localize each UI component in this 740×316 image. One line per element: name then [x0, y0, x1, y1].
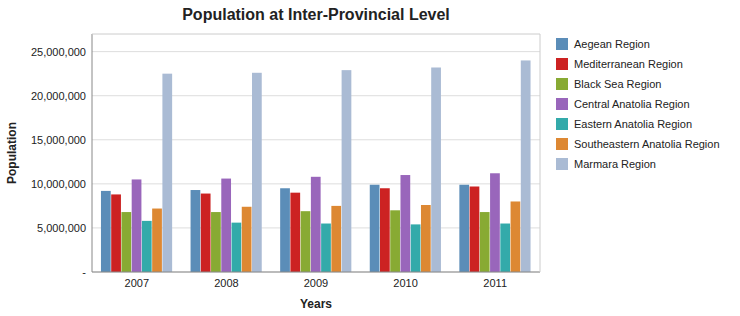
bar: [421, 205, 431, 272]
x-tick-label: 2010: [393, 277, 417, 289]
x-tick-label: 2009: [304, 277, 328, 289]
bar: [301, 211, 311, 272]
x-tick-label: 2008: [214, 277, 238, 289]
y-tick-label: 25,000,000: [31, 46, 86, 58]
bar: [162, 74, 172, 272]
bar: [191, 190, 201, 272]
bar: [221, 179, 231, 272]
y-tick-label: 15,000,000: [31, 134, 86, 146]
legend-swatch: [556, 118, 568, 130]
bar: [390, 210, 400, 272]
legend-swatch: [556, 38, 568, 50]
chart-svg: - 5,000,000 10,000,000 15,000,000 20,000,000…: [0, 0, 740, 316]
x-axis-label: Years: [300, 297, 332, 311]
bar: [521, 60, 531, 272]
legend-swatch: [556, 138, 568, 150]
y-tick-label: 5,000,000: [37, 222, 86, 234]
bar: [470, 186, 480, 272]
legend: Aegean Region Mediterranean Region Black S…: [556, 38, 720, 170]
legend-swatch: [556, 158, 568, 170]
bar: [400, 175, 410, 272]
legend-label: Mediterranean Region: [574, 58, 683, 70]
y-axis-label: Population: [5, 122, 19, 184]
bar: [511, 201, 521, 272]
bar: [331, 206, 341, 272]
chart-title: Population at Inter-Provincial Level: [182, 6, 450, 23]
legend-label: Southeastern Anatolia Region: [574, 138, 720, 150]
bar: [111, 194, 121, 272]
chart-container: - 5,000,000 10,000,000 15,000,000 20,000,000…: [0, 0, 740, 316]
bar: [290, 193, 300, 272]
bar: [500, 224, 510, 272]
bar: [480, 212, 490, 272]
bar: [342, 70, 352, 272]
x-axis-line: [92, 272, 540, 273]
grid-line: [92, 272, 540, 273]
bar: [459, 185, 469, 272]
legend-swatch: [556, 58, 568, 70]
plot-background: [92, 34, 540, 272]
bar: [380, 188, 390, 272]
bar: [280, 188, 290, 272]
y-tick-label: 10,000,000: [31, 178, 86, 190]
bar: [142, 221, 152, 272]
bar: [411, 224, 421, 272]
bars: [101, 60, 531, 272]
bar: [252, 73, 262, 272]
legend-label: Marmara Region: [574, 158, 656, 170]
grid-line: [92, 139, 540, 140]
bar: [201, 194, 211, 272]
grid-line: [92, 95, 540, 96]
legend-label: Aegean Region: [574, 38, 650, 50]
legend-swatch: [556, 78, 568, 90]
bar: [321, 224, 331, 272]
x-tick-label: 2007: [125, 277, 149, 289]
bar: [242, 207, 252, 272]
bar: [101, 191, 111, 272]
plot-frame-top: [92, 34, 540, 35]
y-axis-line: [92, 34, 93, 272]
bar: [370, 185, 380, 272]
bar: [232, 223, 242, 272]
bar: [211, 212, 221, 272]
plot-frame-right: [540, 34, 541, 272]
bar: [431, 67, 441, 272]
bar: [152, 209, 162, 272]
legend-label: Eastern Anatolia Region: [574, 118, 692, 130]
y-tick-label: -: [82, 266, 86, 278]
bar: [132, 179, 142, 272]
bar: [121, 212, 131, 272]
grid-line: [92, 51, 540, 52]
bar: [311, 177, 321, 272]
bar: [490, 173, 500, 272]
x-tick-label: 2011: [483, 277, 507, 289]
legend-swatch: [556, 98, 568, 110]
legend-label: Black Sea Region: [574, 78, 661, 90]
legend-label: Central Anatolia Region: [574, 98, 690, 110]
y-tick-label: 20,000,000: [31, 90, 86, 102]
